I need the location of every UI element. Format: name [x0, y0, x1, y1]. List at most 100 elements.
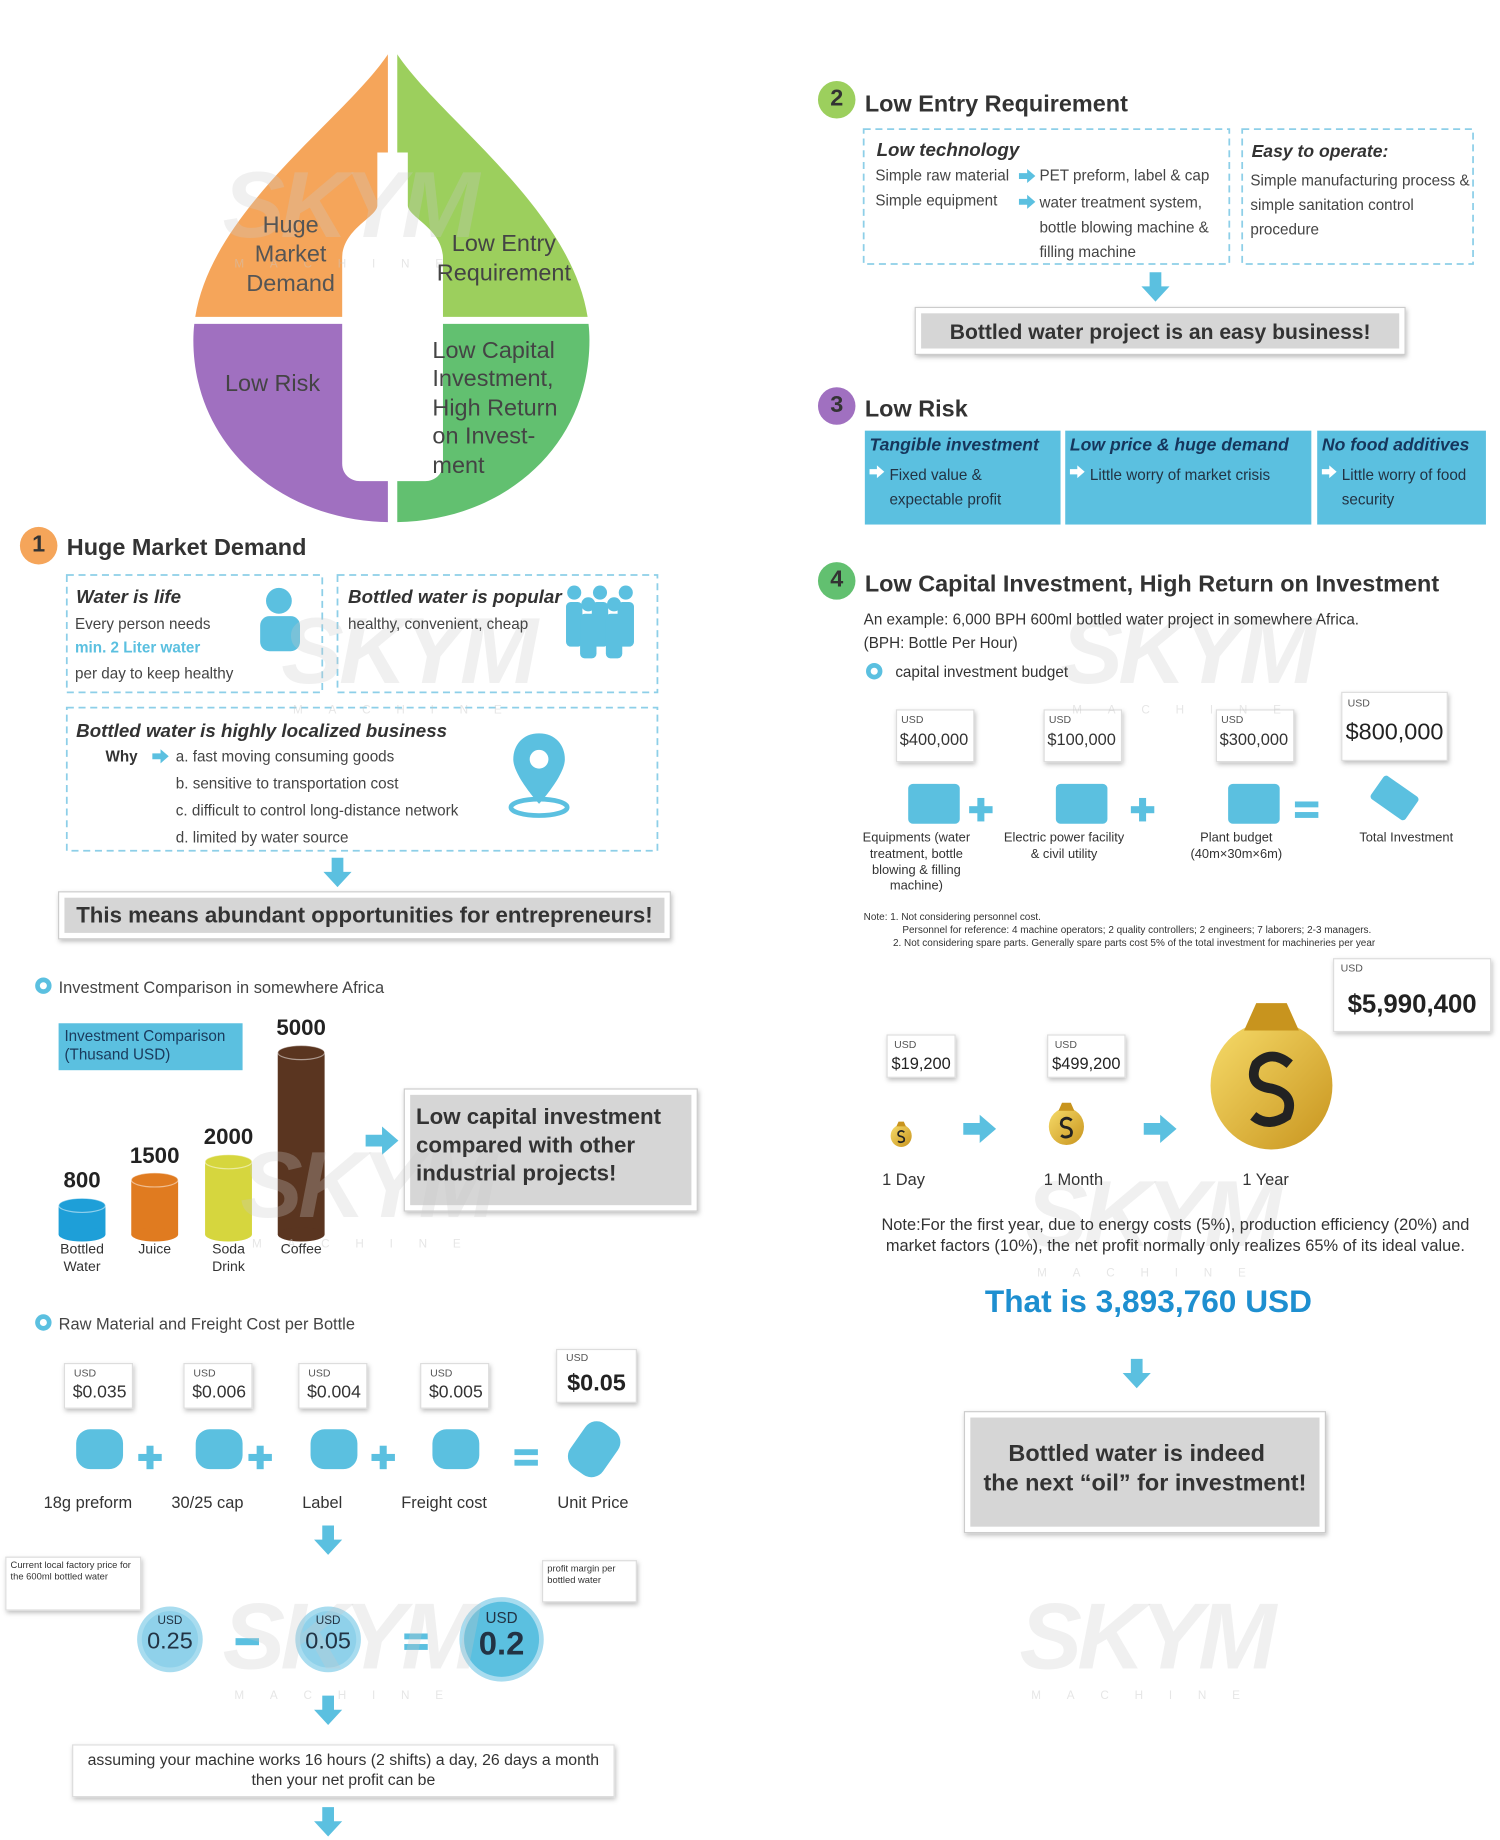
note: Note:For the first year, due to energy c…: [881, 1214, 1470, 1254]
watermark: SKYM: [1060, 598, 1318, 703]
circle-currency: USD: [157, 1614, 183, 1628]
value-circle: [141, 1611, 199, 1668]
price-tag: [298, 1362, 368, 1409]
equals-sign: [404, 1644, 428, 1650]
drop-label: Huge Market Demand: [246, 212, 335, 297]
box-title: Water is life: [76, 587, 182, 608]
price-tag: [1047, 1034, 1126, 1078]
price-tag: [1333, 958, 1492, 1033]
price-currency: USD: [73, 1367, 97, 1379]
bar-base: [131, 1227, 179, 1242]
pin-icon-base: [508, 796, 570, 818]
arrow-right: [365, 1126, 399, 1155]
risk-title: No food additives: [1321, 435, 1470, 456]
risk-title: Low price & huge demand: [1069, 435, 1289, 456]
people-icon: [592, 585, 608, 600]
arrow-down: [1122, 1358, 1151, 1389]
item-label: Equipments (water treatment, bottle blow…: [862, 830, 971, 894]
note: 2. Not considering spare parts. Generall…: [892, 936, 1376, 949]
price: $0.035: [72, 1382, 127, 1403]
watermark-sub: MACHINE: [234, 1689, 469, 1703]
value-label: 5000: [276, 1016, 326, 1041]
item-icon: [310, 1429, 358, 1470]
arrow-down: [314, 1695, 343, 1726]
watermark-sub: MACHINE: [292, 704, 528, 717]
period-label: 1 Year: [1242, 1169, 1289, 1189]
people-icon: [605, 613, 623, 659]
unit-price: $0.05: [567, 1370, 626, 1397]
box-text: Every person needs: [75, 614, 211, 633]
price-currency: USD: [566, 1351, 589, 1364]
price: $0.005: [428, 1382, 483, 1403]
arrow-down: [323, 857, 352, 888]
watermark: SKYM: [1019, 1584, 1277, 1689]
money-bag-neck: [896, 1121, 906, 1127]
arrow-down: [1141, 272, 1170, 302]
price-tag: [895, 709, 975, 763]
bullet-inner: [39, 1318, 47, 1327]
value-circle: [464, 1601, 540, 1677]
section-title: Huge Market Demand: [66, 535, 307, 561]
amount: $400,000: [899, 729, 969, 749]
price-tag: [183, 1362, 253, 1409]
money-bag-sign: [1059, 1116, 1073, 1139]
money-icon: [1370, 775, 1419, 821]
conclusion: the next “oil” for investment!: [983, 1470, 1307, 1497]
price-tag: [63, 1362, 134, 1409]
equals-sign: [514, 1459, 538, 1466]
price-tag: [886, 1034, 956, 1078]
people-icon: [566, 601, 583, 647]
plus-sign: [1139, 797, 1147, 822]
assumption: assuming your machine works 16 hours (2 …: [87, 1750, 600, 1769]
section-number-badge: [817, 80, 856, 119]
value-circle: [300, 1611, 357, 1668]
box-text: per day to keep healthy: [75, 664, 234, 682]
circle-value: 0.05: [305, 1628, 351, 1655]
price-currency: USD: [1048, 713, 1072, 726]
box-title: Bottled water is highly localized busine…: [76, 721, 448, 742]
bullet-inner: [39, 982, 47, 990]
bar: [277, 1052, 325, 1235]
value-label: 800: [63, 1168, 101, 1194]
risk-box: [1065, 430, 1312, 525]
price-currency: USD: [1347, 697, 1370, 709]
drop-label: Low Risk: [225, 370, 321, 397]
watermark: SKYM: [222, 1584, 480, 1689]
box-text: healthy, convenient, cheap: [348, 614, 529, 633]
section-number-badge: [19, 526, 58, 565]
arrow-right: [1018, 194, 1036, 209]
equals-sign: [1294, 801, 1319, 808]
amount: $100,000: [1047, 729, 1116, 749]
box-highlight: min. 2 Liter water: [75, 638, 201, 656]
drop-quadrant: [397, 54, 588, 317]
return-amount: $5,990,400: [1347, 989, 1477, 1019]
bar-top: [58, 1197, 107, 1214]
tech-from: Simple raw material: [875, 166, 1010, 185]
person-icon: [260, 616, 300, 652]
people-icon: [607, 597, 622, 612]
money-bag-sign: [897, 1130, 906, 1144]
banner-fill: [410, 1094, 692, 1206]
value-label: 2000: [203, 1125, 254, 1151]
intro: An example: 6,000 BPH 600ml bottled wate…: [863, 610, 1360, 628]
pin-icon-hole: [529, 749, 549, 769]
people-icon: [618, 585, 633, 600]
dashed-box: [65, 574, 324, 694]
tech-to: PET preform, label & cap: [1039, 166, 1210, 185]
price-tag: [541, 1560, 637, 1603]
risk-text: Fixed value & expectable profit: [889, 465, 1002, 508]
drop: [193, 54, 590, 523]
item-icon: [432, 1429, 480, 1470]
price-tag: [1043, 709, 1123, 763]
chart-heading: Investment Comparison in somewhere Afric…: [58, 977, 385, 997]
item-label: Plant budget (40m×30m×6m): [1190, 830, 1283, 862]
reason: b. sensitive to transportation cost: [175, 774, 399, 793]
section-number: 1: [32, 531, 46, 558]
result: That is 3,893,760 USD: [984, 1283, 1312, 1319]
watermark-sub: MACHINE: [1072, 704, 1307, 717]
people-icon: [580, 613, 597, 659]
equals-sign: [404, 1633, 428, 1640]
circle-currency: USD: [485, 1608, 518, 1627]
